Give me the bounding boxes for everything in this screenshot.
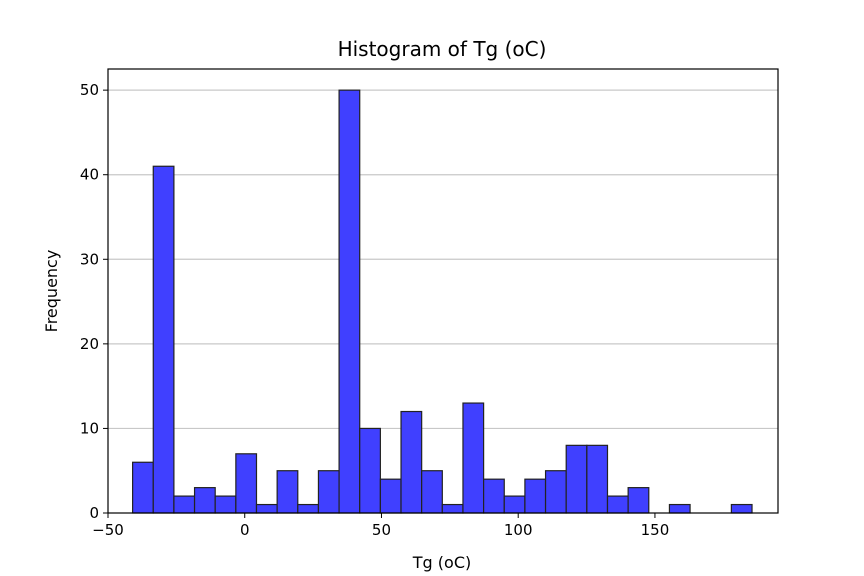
y-tick-label: 10 bbox=[80, 419, 99, 437]
histogram-bar bbox=[730, 503, 753, 514]
histogram-bar bbox=[441, 503, 464, 514]
x-axis-ticks: −50 0 50 100 150 bbox=[92, 513, 669, 539]
y-tick-label: 40 bbox=[80, 166, 99, 184]
histogram-bar bbox=[462, 402, 485, 514]
histogram-bar bbox=[606, 495, 629, 514]
histogram-bar bbox=[503, 495, 526, 514]
histogram-bar bbox=[235, 453, 258, 514]
histogram-bar bbox=[173, 495, 196, 514]
histogram-bar bbox=[565, 444, 588, 514]
histogram-bar bbox=[379, 478, 402, 514]
histogram-bar bbox=[214, 495, 237, 514]
histogram-bar bbox=[627, 487, 650, 514]
x-axis-label: Tg (oC) bbox=[412, 553, 471, 572]
histogram-bar bbox=[276, 470, 299, 514]
x-tick-label: 0 bbox=[240, 521, 250, 539]
histogram-bar bbox=[152, 165, 175, 514]
y-tick-label: 0 bbox=[89, 504, 99, 522]
histogram-bar bbox=[668, 503, 691, 514]
histogram-bar bbox=[524, 478, 547, 514]
bars bbox=[132, 89, 753, 514]
histogram-bar bbox=[586, 444, 609, 514]
x-tick-label: 50 bbox=[372, 521, 391, 539]
histogram-bar bbox=[255, 503, 278, 514]
x-tick-label: 150 bbox=[641, 521, 670, 539]
histogram-bar bbox=[338, 89, 361, 514]
chart-title: Histogram of Tg (oC) bbox=[338, 37, 547, 61]
y-tick-label: 50 bbox=[80, 81, 99, 99]
x-tick-label: −50 bbox=[92, 521, 124, 539]
histogram-bar bbox=[483, 478, 505, 514]
y-axis-label: Frequency bbox=[42, 250, 61, 333]
grid-lines bbox=[108, 89, 778, 430]
histogram-bar bbox=[400, 410, 423, 514]
y-tick-label: 20 bbox=[80, 335, 99, 353]
histogram-bar bbox=[359, 427, 381, 514]
histogram-bar bbox=[193, 487, 216, 514]
histogram-bar bbox=[317, 470, 340, 514]
y-axis-ticks: 0 10 20 30 40 50 bbox=[80, 81, 108, 522]
axes-frame bbox=[107, 68, 779, 514]
histogram-bar bbox=[544, 470, 567, 514]
histogram-bar bbox=[132, 461, 154, 514]
histogram-bar bbox=[421, 470, 443, 514]
y-tick-label: 30 bbox=[80, 250, 99, 268]
x-tick-label: 100 bbox=[504, 521, 533, 539]
histogram-bar bbox=[297, 503, 320, 514]
